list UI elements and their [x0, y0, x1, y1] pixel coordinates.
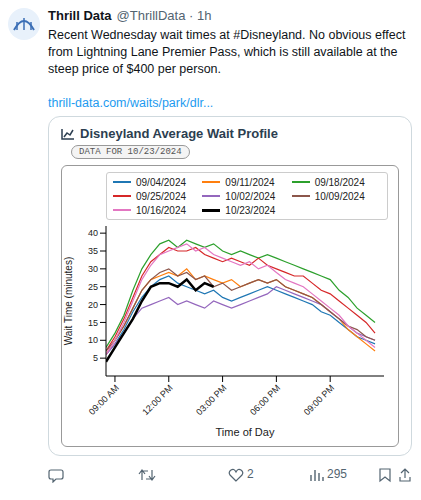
svg-text:35: 35	[88, 246, 98, 256]
svg-text:09:00 PM: 09:00 PM	[302, 383, 336, 417]
html-text:10/23/2024: 10/23/2024	[225, 204, 276, 216]
svg-text:06:00 PM: 06:00 PM	[248, 383, 282, 417]
svg-text:09:00 AM: 09:00 AM	[87, 383, 121, 417]
svg-text:Time of Day: Time of Day	[216, 426, 275, 438]
html-text:295: 295	[327, 467, 347, 481]
svg-text:12:00 PM: 12:00 PM	[140, 383, 174, 417]
html-text:Recent Wednesday wait times at: Recent Wednesday wait times at #Disneyla…	[48, 28, 406, 76]
html-text:10/09/2024: 10/09/2024	[314, 190, 365, 202]
svg-text:10: 10	[88, 335, 98, 345]
html-text:09/11/2024: 09/11/2024	[225, 176, 275, 188]
html-text:DATA FOR 10/23/2024: DATA FOR 10/23/2024	[79, 147, 182, 157]
html-text:Disneyland Average Wait Profil: Disneyland Average Wait Profile	[80, 126, 278, 141]
svg-text:03:00 PM: 03:00 PM	[194, 383, 228, 417]
html-text:10/16/2024: 10/16/2024	[136, 204, 187, 216]
html-text:Thrill Data @ThrillData · 1h: Thrill Data @ThrillData · 1h	[48, 8, 212, 23]
html-text:10/02/2024: 10/02/2024	[225, 190, 276, 202]
svg-text:40: 40	[88, 228, 98, 238]
html-text:thrill-data.com/waits/park/dlr: thrill-data.com/waits/park/dlr...	[48, 96, 214, 110]
html-text:09/25/2024: 09/25/2024	[136, 190, 187, 202]
html-text:09/04/2024: 09/04/2024	[136, 176, 187, 188]
html-text:2: 2	[247, 467, 254, 481]
html-text:09/18/2024: 09/18/2024	[314, 176, 365, 188]
svg-text:25: 25	[88, 282, 98, 292]
svg-text:Wait Time (minutes): Wait Time (minutes)	[63, 257, 74, 346]
svg-text:15: 15	[88, 318, 98, 328]
svg-text:5: 5	[93, 353, 98, 363]
svg-text:20: 20	[88, 300, 98, 310]
svg-text:30: 30	[88, 264, 98, 274]
